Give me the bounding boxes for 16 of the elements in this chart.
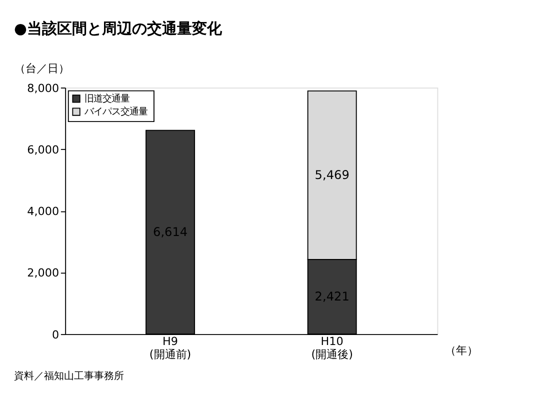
data-label: 5,469 xyxy=(314,168,350,182)
x-tick-label: H9 (開通前) xyxy=(149,334,192,361)
chart-title: ●当該区間と周辺の交通量変化 xyxy=(14,20,223,38)
data-label: 6,614 xyxy=(153,224,188,239)
legend-label: バイパス交通量 xyxy=(84,106,148,118)
y-tick-label: 8,000 xyxy=(27,82,60,95)
y-tick-label: 2,000 xyxy=(27,266,60,280)
x-axis-title: （年） xyxy=(445,344,478,358)
y-tick-label: 0 xyxy=(52,328,60,342)
legend-label: 旧道交通量 xyxy=(84,94,130,105)
data-label: 2,421 xyxy=(314,290,350,304)
y-tick-label: 6,000 xyxy=(27,143,60,156)
y-tick-label: 4,000 xyxy=(27,205,60,218)
x-tick-label: H10 (開通後) xyxy=(311,334,353,361)
text: 資料／福知山工事事務所 xyxy=(14,370,124,382)
y-axis-title: （台／日） xyxy=(14,62,70,76)
